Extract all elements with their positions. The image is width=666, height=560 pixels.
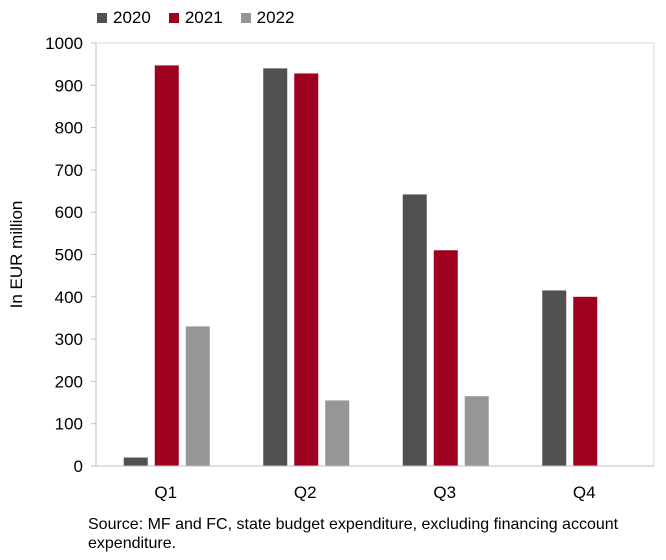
bar-q3-2020 bbox=[402, 194, 427, 466]
bar-q1-2022 bbox=[185, 326, 210, 466]
bar-q2-2020 bbox=[263, 68, 288, 466]
plot-frame bbox=[95, 42, 655, 467]
y-tick-label: 500 bbox=[55, 246, 83, 265]
legend-label-2021: 2021 bbox=[184, 8, 223, 27]
y-tick-label: 800 bbox=[55, 119, 83, 138]
legend-item-2021: 2021 bbox=[168, 8, 223, 28]
chart-legend: 2020 2021 2022 bbox=[97, 8, 294, 28]
legend-swatch-2022 bbox=[240, 13, 251, 23]
y-tick-label: 100 bbox=[55, 415, 83, 434]
y-tick-label: 0 bbox=[74, 457, 83, 476]
legend-item-2022: 2022 bbox=[240, 8, 295, 28]
y-tick-label: 200 bbox=[55, 372, 83, 391]
bar-q4-2020 bbox=[542, 290, 567, 466]
bar-q3-2022 bbox=[464, 396, 489, 466]
bar-q1-2020 bbox=[123, 457, 148, 466]
y-tick-label: 600 bbox=[55, 203, 83, 222]
x-tick-label: Q1 bbox=[154, 483, 177, 502]
x-tick-label: Q2 bbox=[294, 483, 317, 502]
bar-q3-2021 bbox=[433, 250, 458, 466]
legend-label-2022: 2022 bbox=[256, 8, 295, 27]
bar-q2-2022 bbox=[325, 400, 350, 466]
bar-q1-2021 bbox=[154, 65, 179, 466]
legend-item-2020: 2020 bbox=[97, 8, 151, 28]
bar-q2-2021 bbox=[294, 73, 319, 467]
x-tick-label: Q3 bbox=[433, 483, 456, 502]
legend-swatch-2020 bbox=[97, 13, 107, 23]
y-tick-label: 1000 bbox=[45, 34, 83, 53]
bar-q4-2021 bbox=[573, 296, 598, 466]
y-tick-label: 300 bbox=[55, 330, 83, 349]
y-tick-label: 700 bbox=[55, 161, 83, 180]
legend-label-2020: 2020 bbox=[113, 8, 151, 27]
bar-chart: 0 100 200 300 400 500 600 700 800 900 1000 In EUR m… bbox=[7, 34, 655, 502]
y-tick-label: 400 bbox=[55, 288, 83, 307]
source-note: Source: MF and FC, state budget expendit… bbox=[88, 516, 619, 552]
x-tick-label: Q4 bbox=[573, 483, 596, 502]
y-axis-title: In EUR million bbox=[7, 201, 26, 309]
y-tick-label: 900 bbox=[55, 76, 83, 95]
legend-swatch-2021 bbox=[168, 13, 179, 23]
